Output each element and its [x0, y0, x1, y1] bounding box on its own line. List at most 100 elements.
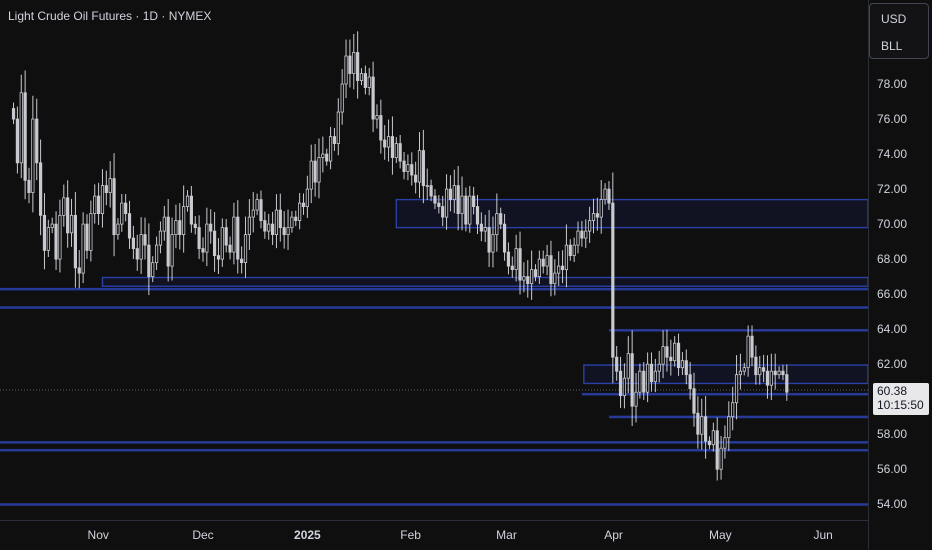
- candle-body: [514, 248, 518, 271]
- candle-body: [611, 202, 615, 358]
- candle-body: [290, 216, 294, 229]
- candle-body: [754, 356, 758, 376]
- candle-body: [765, 370, 770, 386]
- candle-body: [580, 230, 584, 239]
- time-axis[interactable]: Nov Dec 2025 Feb Mar Apr May Jun: [88, 528, 833, 542]
- candle-body: [553, 272, 557, 285]
- candle-body: [166, 216, 170, 267]
- candle-body: [460, 195, 464, 215]
- candle-body: [313, 160, 317, 183]
- candle-body: [545, 255, 549, 267]
- candle-body: [607, 188, 611, 204]
- candle-body: [348, 55, 352, 74]
- unit-label[interactable]: BLL: [881, 39, 903, 53]
- candle-body: [162, 216, 166, 232]
- candle-body: [367, 76, 371, 88]
- candle-body: [444, 188, 449, 218]
- candle-body: [506, 251, 511, 267]
- candle-body: [15, 118, 19, 164]
- candle-body: [557, 265, 561, 274]
- candle-body: [251, 209, 255, 218]
- candle-body: [526, 276, 530, 285]
- candle-body: [116, 223, 120, 236]
- candle-body: [328, 136, 333, 162]
- candle-body: [595, 213, 599, 218]
- candle-body: [46, 227, 50, 251]
- candle-body: [383, 139, 387, 148]
- candle-body: [325, 153, 329, 162]
- candle-body: [104, 185, 108, 193]
- candle-body: [669, 356, 673, 362]
- price-tick-label: 66.00: [877, 287, 907, 301]
- candle-body: [124, 202, 128, 215]
- candle-body: [711, 430, 715, 446]
- candle-body: [89, 213, 93, 251]
- candle-body: [193, 223, 197, 229]
- candle-body: [120, 202, 124, 225]
- candle-body: [572, 244, 576, 257]
- candle-body: [317, 157, 321, 183]
- zone-line: [0, 306, 868, 309]
- candle-body: [205, 223, 209, 253]
- candle-body: [398, 143, 402, 162]
- candle-body: [220, 227, 224, 260]
- candle-body: [727, 416, 731, 439]
- candle-body: [634, 391, 638, 407]
- candle-body: [375, 115, 379, 120]
- zone-line: [0, 287, 868, 291]
- candle-body: [274, 209, 279, 236]
- candle-body: [649, 363, 654, 383]
- candle-body: [151, 262, 155, 278]
- candle-body: [247, 216, 251, 236]
- price-tick-label: 72.00: [877, 182, 907, 196]
- candle-body: [684, 360, 688, 376]
- candle-body: [240, 258, 244, 264]
- candle-body: [321, 153, 325, 158]
- candle-body: [533, 269, 538, 278]
- currency-label[interactable]: USD: [881, 12, 907, 26]
- candle-body: [359, 73, 364, 81]
- candle-body: [773, 370, 777, 376]
- candle-body: [62, 197, 66, 216]
- price-tick-label: 56.00: [877, 462, 907, 476]
- price-tick-label: 70.00: [877, 217, 907, 231]
- candle-body: [371, 76, 375, 120]
- price-tick-label: 68.00: [877, 252, 907, 266]
- candle-body: [58, 214, 62, 260]
- candle-body: [23, 92, 27, 181]
- candle-body: [746, 335, 750, 369]
- candle-body: [510, 265, 514, 271]
- candle-body: [626, 353, 630, 379]
- candle-body: [704, 416, 708, 442]
- candle-body: [785, 374, 789, 393]
- candle-body: [66, 197, 70, 234]
- candle-body: [491, 234, 495, 253]
- price-tick-label: 76.00: [877, 112, 907, 126]
- currency-unit-selector[interactable]: USD BLL: [869, 3, 929, 59]
- candle-body: [653, 370, 657, 383]
- candle-body: [495, 213, 499, 236]
- candle-body: [154, 244, 159, 264]
- candle-body: [564, 244, 569, 271]
- candle-body: [468, 195, 472, 225]
- candle-body: [255, 199, 259, 211]
- candle-body: [209, 223, 213, 232]
- price-axis[interactable]: 80.0078.0076.0074.0072.0070.0068.0066.00…: [877, 42, 907, 511]
- candle-body: [591, 213, 596, 222]
- candle-body: [182, 206, 186, 236]
- zone-box: [101, 276, 869, 287]
- candle-body: [680, 360, 685, 369]
- time-tick-label: Dec: [192, 528, 213, 542]
- candle-body: [298, 202, 302, 222]
- candle-body: [112, 178, 116, 236]
- candle-body: [700, 416, 704, 435]
- candle-body: [286, 227, 290, 236]
- candle-body: [731, 402, 735, 418]
- candle-body: [42, 214, 47, 251]
- candle-body: [603, 188, 607, 200]
- candle-body: [738, 370, 743, 376]
- candle-body: [363, 73, 367, 88]
- candle-body: [475, 206, 480, 225]
- support-resistance-zones: [0, 198, 869, 506]
